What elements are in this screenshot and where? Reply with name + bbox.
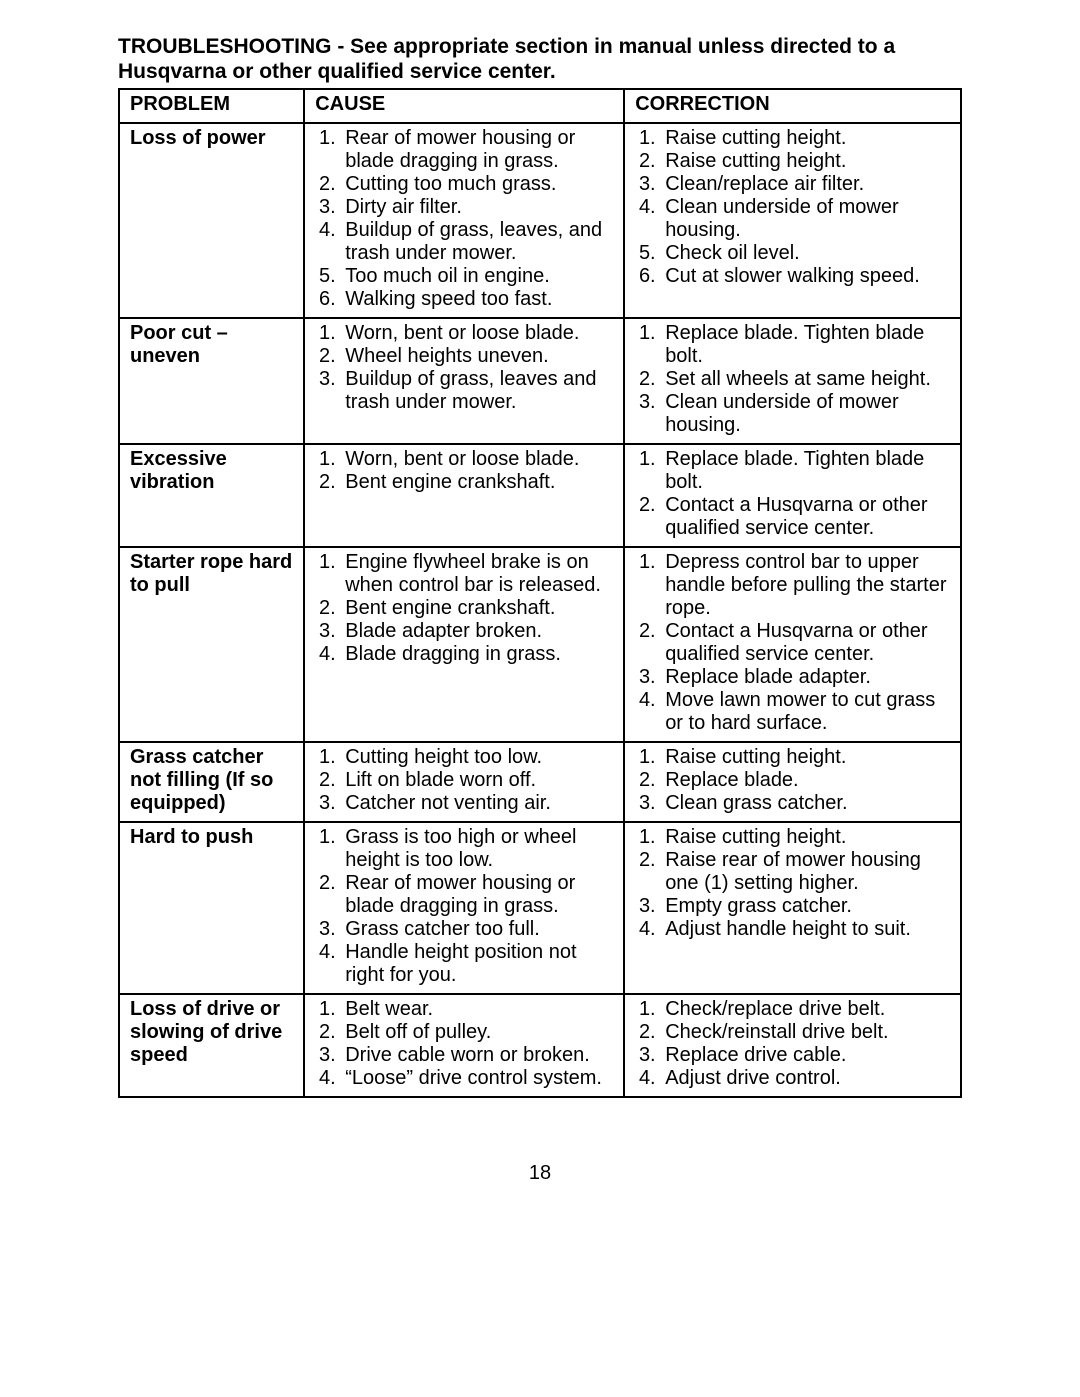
correction-item: Replace blade. [661,769,954,792]
correction-item: Replace blade. Tighten blade bolt. [661,448,954,494]
cell-correction: Raise cutting height.Replace blade.Clean… [624,742,961,822]
correction-item: Move lawn mower to cut grass or to hard … [661,689,954,735]
table-row: Starter rope hard to pull Engine flywheel… [119,547,961,742]
cell-cause: Belt wear.Belt off of pulley.Drive cable… [304,994,624,1097]
correction-item: Set all wheels at same height. [661,368,954,391]
cause-item: Too much oil in engine. [341,265,617,288]
table-row: Poor cut – unevenWorn, bent or loose bla… [119,318,961,444]
cell-problem: Loss of drive or slowing of drive speed [119,994,304,1097]
cell-cause: Grass is too high or wheel height is too… [304,822,624,994]
correction-item: Clean underside of mower housing. [661,391,954,437]
cell-correction: Replace blade. Tighten blade bolt.Set al… [624,318,961,444]
cause-item: Rear of mower housing or blade dragging … [341,127,617,173]
cause-item: Grass catcher too full. [341,918,617,941]
cause-item: Worn, bent or loose blade. [341,448,617,471]
troubleshooting-table: PROBLEM CAUSE CORRECTION Loss of power Re… [118,88,962,1098]
cell-problem: Starter rope hard to pull [119,547,304,742]
correction-item: Adjust handle height to suit. [661,918,954,941]
page-number: 18 [0,1162,1080,1185]
cell-correction: Check/replace drive belt.Check/reinstall… [624,994,961,1097]
cause-item: Lift on blade worn off. [341,769,617,792]
table-row: Loss of power Rear of mower housing or bl… [119,123,961,318]
correction-item: Clean underside of mower housing. [661,196,954,242]
correction-item: Cut at slower walking speed. [661,265,954,288]
cause-item: Cutting too much grass. [341,173,617,196]
cause-item: Blade dragging in grass. [341,643,617,666]
cause-item: Wheel heights uneven. [341,345,617,368]
page-title: TROUBLESHOOTING - See appropriate sectio… [118,34,962,84]
header-correction: CORRECTION [624,89,961,123]
cell-correction: Raise cutting height.Raise rear of mower… [624,822,961,994]
cell-cause: Rear of mower housing or blade dragging … [304,123,624,318]
cell-problem: Hard to push [119,822,304,994]
correction-item: Raise cutting height. [661,826,954,849]
correction-item: Replace blade adapter. [661,666,954,689]
table-body: Loss of power Rear of mower housing or bl… [119,123,961,1097]
cell-cause: Worn, bent or loose blade.Bent engine cr… [304,444,624,547]
correction-item: Depress control bar to upper handle befo… [661,551,954,620]
cell-correction: Replace blade. Tighten blade bolt.Contac… [624,444,961,547]
cause-item: “Loose” drive control system. [341,1067,617,1090]
cell-cause: Engine flywheel brake is on when control… [304,547,624,742]
correction-item: Raise cutting height. [661,150,954,173]
cause-item: Grass is too high or wheel height is too… [341,826,617,872]
cause-item: Belt wear. [341,998,617,1021]
cell-problem: Poor cut – uneven [119,318,304,444]
cause-item: Bent engine crankshaft. [341,471,617,494]
correction-item: Contact a Husqvarna or other qualified s… [661,494,954,540]
cell-problem: Excessive vibration [119,444,304,547]
cause-item: Buildup of grass, leaves, and trash unde… [341,219,617,265]
header-problem: PROBLEM [119,89,304,123]
table-row: Excessive vibrationWorn, bent or loose b… [119,444,961,547]
cause-item: Rear of mower housing or blade dragging … [341,872,617,918]
cause-item: Walking speed too fast. [341,288,617,311]
cause-item: Worn, bent or loose blade. [341,322,617,345]
cause-item: Catcher not venting air. [341,792,617,815]
correction-item: Clean/replace air filter. [661,173,954,196]
cause-item: Drive cable worn or broken. [341,1044,617,1067]
correction-item: Check oil level. [661,242,954,265]
cause-item: Buildup of grass, leaves and trash under… [341,368,617,414]
correction-item: Check/replace drive belt. [661,998,954,1021]
table-row: Grass catcher not filling (If so equippe… [119,742,961,822]
correction-item: Check/reinstall drive belt. [661,1021,954,1044]
cell-cause: Worn, bent or loose blade.Wheel heights … [304,318,624,444]
cell-problem: Loss of power [119,123,304,318]
correction-item: Contact a Husqvarna or other qualified s… [661,620,954,666]
cause-item: Cutting height too low. [341,746,617,769]
header-cause: CAUSE [304,89,624,123]
table-row: Loss of drive or slowing of drive speedB… [119,994,961,1097]
cause-item: Blade adapter broken. [341,620,617,643]
correction-item: Raise cutting height. [661,127,954,150]
cell-correction: Depress control bar to upper handle befo… [624,547,961,742]
correction-item: Raise cutting height. [661,746,954,769]
correction-item: Adjust drive control. [661,1067,954,1090]
correction-item: Raise rear of mower housing one (1) sett… [661,849,954,895]
correction-item: Replace drive cable. [661,1044,954,1067]
cell-cause: Cutting height too low.Lift on blade wor… [304,742,624,822]
table-header-row: PROBLEM CAUSE CORRECTION [119,89,961,123]
cause-item: Dirty air filter. [341,196,617,219]
cause-item: Bent engine crankshaft. [341,597,617,620]
correction-item: Empty grass catcher. [661,895,954,918]
page-container: TROUBLESHOOTING - See appropriate sectio… [0,0,1080,1397]
cell-problem: Grass catcher not filling (If so equippe… [119,742,304,822]
cell-correction: Raise cutting height.Raise cutting heigh… [624,123,961,318]
correction-item: Clean grass catcher. [661,792,954,815]
cause-item: Handle height position not right for you… [341,941,617,987]
correction-item: Replace blade. Tighten blade bolt. [661,322,954,368]
cause-item: Engine flywheel brake is on when control… [341,551,617,597]
table-row: Hard to push Grass is too high or wheel h… [119,822,961,994]
cause-item: Belt off of pulley. [341,1021,617,1044]
